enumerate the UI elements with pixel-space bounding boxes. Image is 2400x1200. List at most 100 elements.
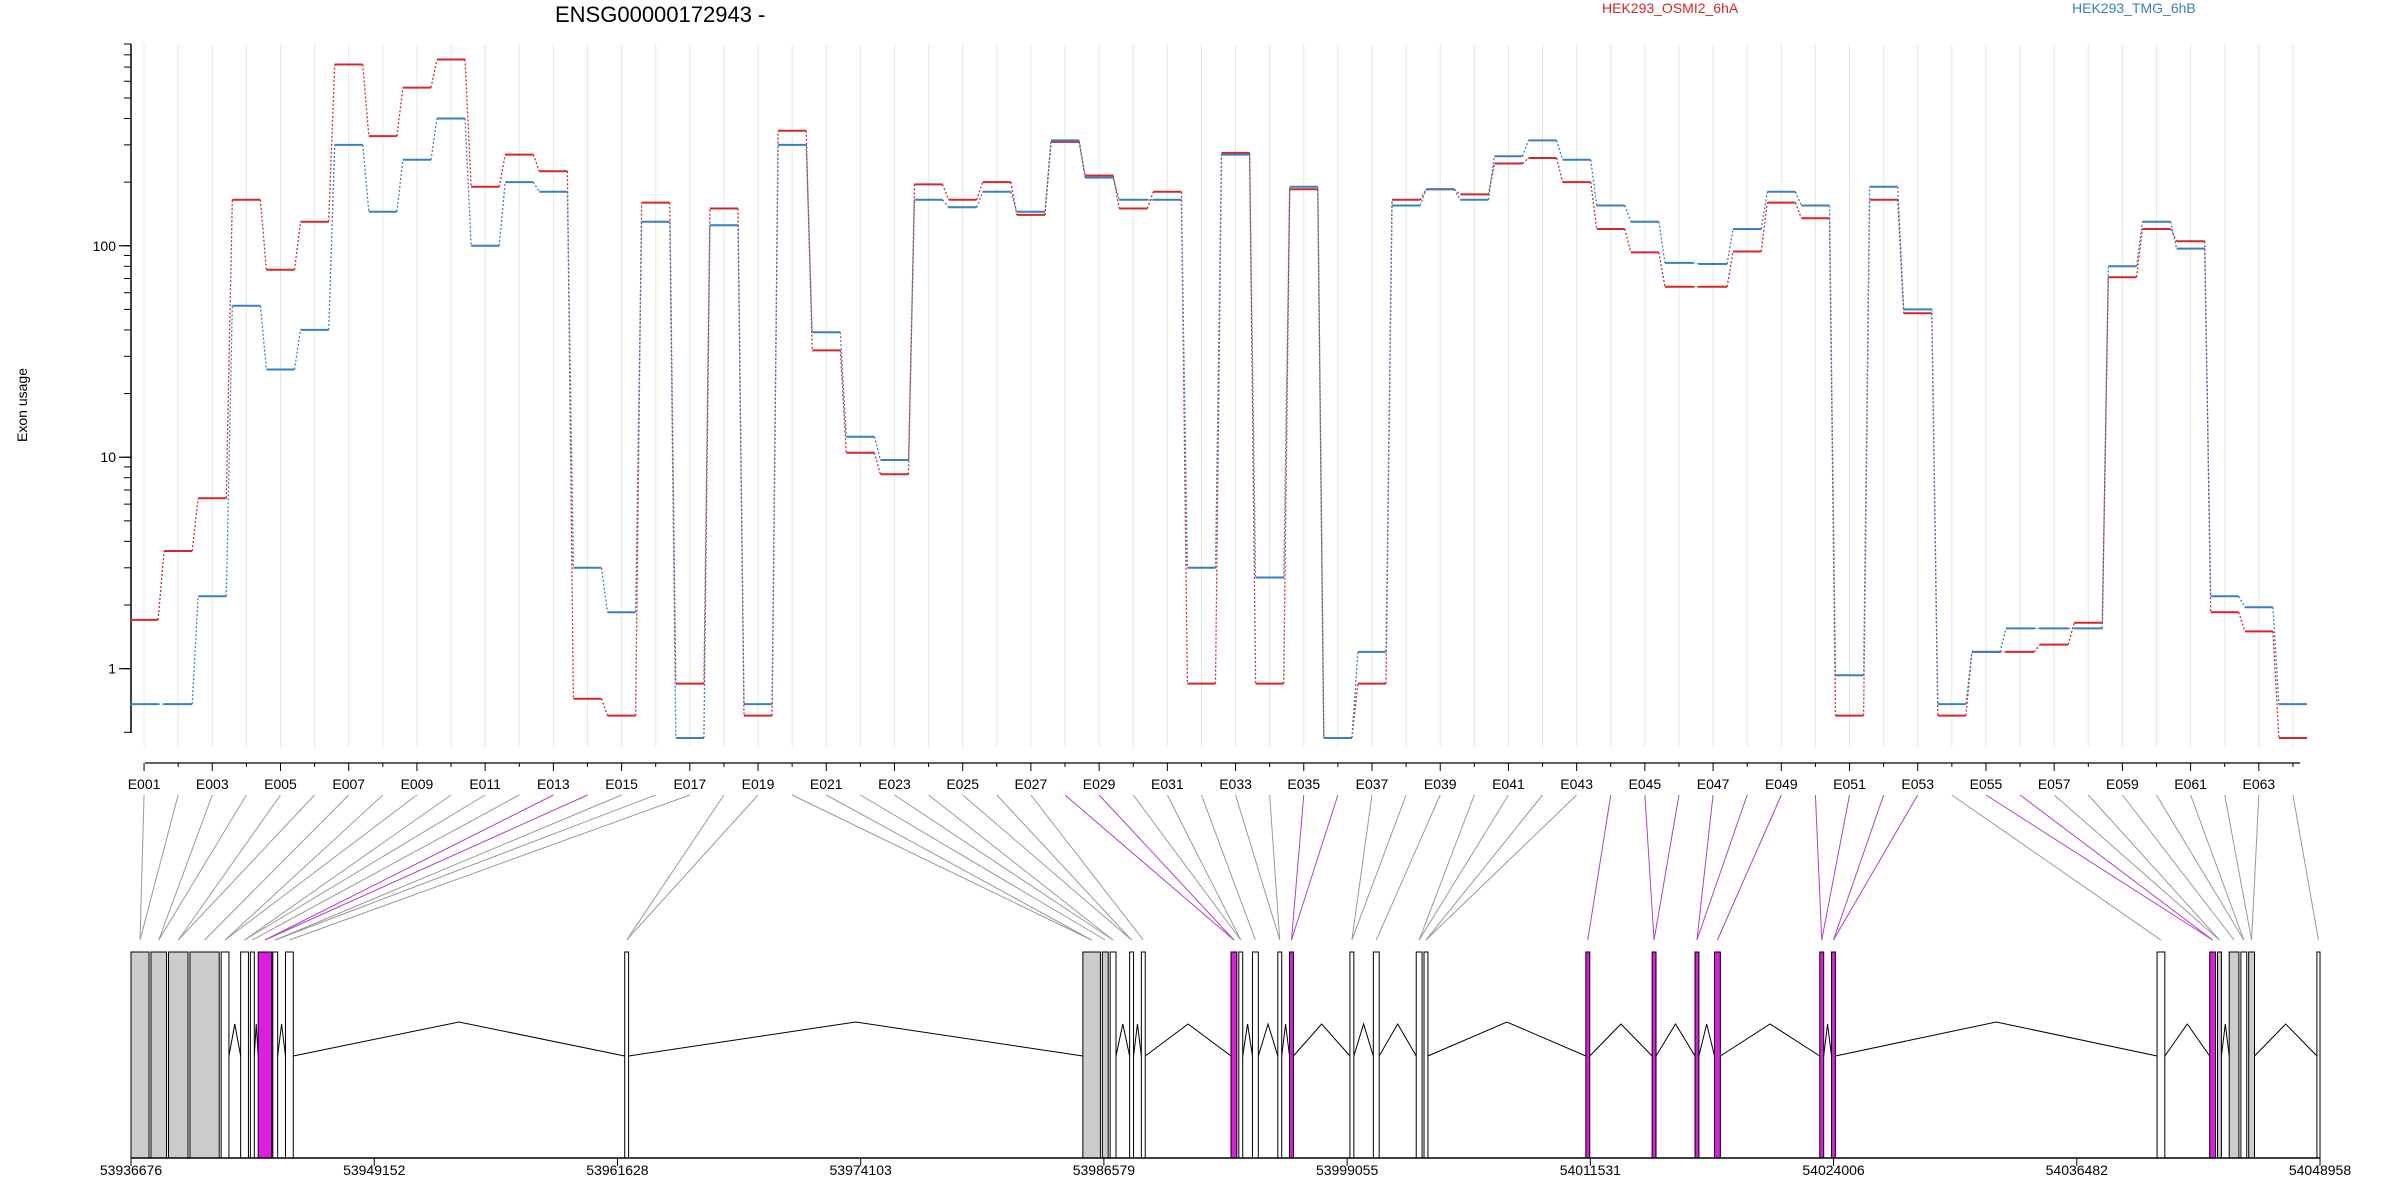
exon-tick-label: E023 (878, 776, 911, 792)
exon-block (150, 951, 168, 1159)
exon-connector (264, 794, 588, 941)
exon-block (1651, 951, 1657, 1159)
exon-tick-label: E045 (1629, 776, 1662, 792)
exon-tick-label: E005 (264, 776, 297, 792)
exon-block (189, 951, 220, 1159)
exon-connector (1716, 794, 1782, 941)
intron (1698, 1023, 1715, 1057)
exon-block (1349, 951, 1355, 1159)
exon-tick-label: E001 (128, 776, 161, 792)
exon-connector (177, 794, 315, 941)
intron (1242, 1023, 1253, 1057)
exon-tick-label: E033 (1219, 776, 1252, 792)
intron (1133, 1023, 1142, 1057)
exon-connector (1351, 794, 1373, 941)
series-2-transitions (158, 118, 2280, 739)
intron (228, 1023, 242, 1057)
exon-block (2248, 951, 2256, 1159)
exon-tick-label: E039 (1424, 776, 1457, 792)
exon-block (1109, 951, 1117, 1159)
exon-connector (1425, 794, 1577, 941)
exon-block (1372, 951, 1380, 1159)
intron (1353, 1022, 1374, 1057)
intron (277, 1023, 286, 1057)
intron (628, 1021, 1083, 1057)
exon-block (168, 951, 189, 1159)
exon-block (1415, 951, 1423, 1159)
genomic-tick-label: 53986579 (1073, 1162, 1136, 1178)
intron (1115, 1023, 1131, 1057)
exon-connector (1030, 794, 1144, 941)
exon-tick-label: E021 (810, 776, 843, 792)
exon-tick-label: E007 (332, 776, 365, 792)
exon-connector (1985, 794, 2213, 941)
intron (1823, 1023, 1832, 1057)
genomic-tick-label: 54024006 (1802, 1162, 1865, 1178)
exon-tick-label: E041 (1492, 776, 1525, 792)
exon-tick-label: E009 (401, 776, 434, 792)
exon-connector (204, 794, 350, 941)
genomic-axis-ticks: 53936676 53949152 53961628 53974103 53986579… (100, 1158, 2351, 1178)
exon-block (1714, 951, 1721, 1159)
intron (1144, 1023, 1232, 1057)
intron (1720, 1023, 1821, 1057)
exon-block (1277, 951, 1283, 1159)
exon-connector (1132, 794, 1242, 941)
genomic-tick-label: 53974103 (830, 1162, 893, 1178)
exon-tick-label: E017 (673, 776, 706, 792)
exon-tick-label: E053 (1901, 776, 1934, 792)
exon-block (284, 951, 294, 1159)
intron (1281, 1023, 1291, 1057)
exon-tick-label: E055 (1970, 776, 2003, 792)
exon-connector (1696, 794, 1748, 941)
exon-connector (2122, 794, 2235, 941)
exon-connector (1696, 794, 1714, 941)
exon-connector (1425, 794, 1543, 941)
genomic-tick-label: 53949152 (343, 1162, 406, 1178)
exon-connectors (139, 794, 2319, 941)
intron (1257, 1022, 1279, 1057)
exon-connector (1821, 794, 1851, 941)
intron (1378, 1023, 1417, 1057)
exon-connector (275, 794, 656, 941)
exon-block (130, 951, 150, 1159)
exon-connector (1644, 794, 1655, 941)
exon-connector (289, 794, 690, 941)
exon-connector (1098, 794, 1235, 941)
y-tick-label: 10 (100, 449, 116, 465)
exon-block (2228, 951, 2240, 1159)
intron (2220, 1023, 2230, 1057)
exon-connector (2156, 794, 2245, 941)
y-tick-label: 100 (93, 238, 117, 254)
exon-connector (139, 794, 179, 941)
exon-tick-label: E025 (946, 776, 979, 792)
exon-connector (1814, 794, 1823, 941)
exon-connector (1418, 794, 1475, 941)
exon-block (1423, 951, 1429, 1159)
exon-connector (1290, 794, 1339, 941)
genomic-tick-label: 53999055 (1316, 1162, 1379, 1178)
exon-connector (1064, 794, 1235, 941)
exon-block (257, 951, 273, 1159)
intron (253, 1023, 259, 1057)
exon-block (220, 951, 230, 1159)
exon-connector (275, 794, 622, 941)
exon-tick-label: E047 (1697, 776, 1730, 792)
exon-block (624, 951, 630, 1159)
exon-tick-label: E011 (469, 776, 501, 792)
genomic-tick-label: 54036482 (2046, 1162, 2109, 1178)
exon-connector (1832, 794, 1919, 941)
exon-connector (2053, 794, 2220, 941)
exon-block (1238, 951, 1244, 1159)
exon-connector (2292, 794, 2319, 941)
gene-model-track (130, 951, 2321, 1159)
exon-connector (244, 794, 486, 941)
exon-tick-label: E029 (1083, 776, 1116, 792)
exon-block (1140, 951, 1146, 1159)
vertical-gridlines (143, 44, 2294, 747)
exon-connector (2019, 794, 2213, 941)
exon-tick-label: E049 (1765, 776, 1798, 792)
exon-block (2316, 951, 2321, 1159)
exon-connector (1269, 794, 1281, 941)
